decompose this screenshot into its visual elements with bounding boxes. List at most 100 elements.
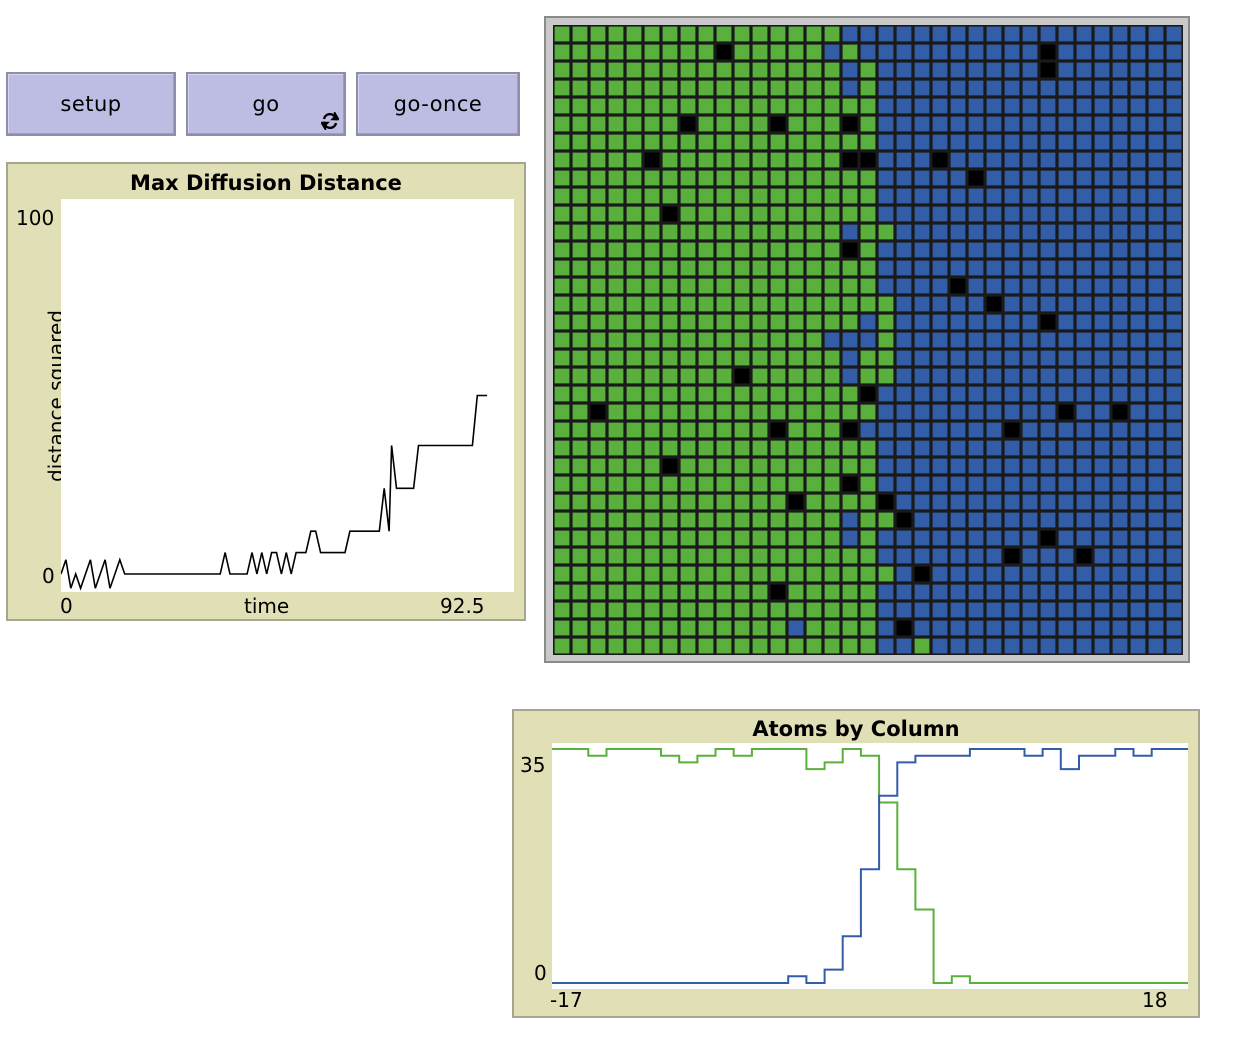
blue-atom-cell [896,350,912,366]
green-atom-cell [644,548,660,564]
green-atom-cell [806,188,822,204]
empty-cell [1040,62,1056,78]
green-atom-cell [554,638,570,654]
blue-atom-cell [1004,620,1020,636]
blue-atom-cell [1166,548,1182,564]
blue-atom-cell [1130,44,1146,60]
green-atom-cell [824,494,840,510]
go-once-button-label: go-once [393,92,483,116]
green-atom-cell [662,404,678,420]
blue-atom-cell [914,116,930,132]
green-atom-cell [842,458,858,474]
blue-atom-cell [968,26,984,42]
green-atom-cell [824,584,840,600]
green-atom-cell [680,638,696,654]
empty-cell [1040,314,1056,330]
green-atom-cell [698,206,714,222]
green-atom-cell [770,638,786,654]
blue-atom-cell [932,116,948,132]
blue-atom-cell [914,602,930,618]
green-atom-cell [680,260,696,276]
green-atom-cell [698,350,714,366]
green-atom-cell [644,242,660,258]
green-atom-cell [842,296,858,312]
green-atom-cell [626,458,642,474]
green-atom-cell [716,566,732,582]
green-atom-cell [716,296,732,312]
go-once-button[interactable]: go-once [356,72,520,136]
green-atom-cell [662,476,678,492]
green-atom-cell [716,440,732,456]
blue-atom-cell [1058,638,1074,654]
green-atom-cell [716,62,732,78]
green-atom-cell [824,314,840,330]
blue-atom-cell [1148,170,1164,186]
blue-atom-cell [1004,98,1020,114]
green-atom-cell [734,98,750,114]
green-atom-cell [626,440,642,456]
green-atom-cell [824,638,840,654]
green-atom-cell [608,62,624,78]
green-atom-cell [590,512,606,528]
blue-atom-cell [1058,386,1074,402]
green-atom-cell [608,566,624,582]
green-atom-cell [860,98,876,114]
blue-atom-cell [1058,332,1074,348]
green-atom-cell [626,278,642,294]
green-atom-cell [626,242,642,258]
blue-atom-cell [1040,584,1056,600]
green-atom-cell [608,530,624,546]
green-atom-cell [788,512,804,528]
blue-atom-cell [1004,584,1020,600]
blue-atom-cell [1022,332,1038,348]
blue-atom-cell [1166,350,1182,366]
green-atom-cell [554,98,570,114]
green-atom-cell [752,134,768,150]
setup-button[interactable]: setup [6,72,176,136]
blue-atom-cell [932,350,948,366]
blue-atom-cell [1112,494,1128,510]
green-atom-cell [644,458,660,474]
blue-atom-cell [968,278,984,294]
green-atom-cell [572,80,588,96]
green-atom-cell [644,440,660,456]
green-atom-cell [788,458,804,474]
green-atom-cell [752,566,768,582]
green-atom-cell [608,386,624,402]
green-atom-cell [626,638,642,654]
blue-atom-cell [950,476,966,492]
blue-atom-cell [1058,602,1074,618]
blue-atom-cell [1166,620,1182,636]
green-atom-cell [626,476,642,492]
blue-atom-cell [1148,98,1164,114]
empty-cell [896,620,912,636]
blue-atom-cell [1094,548,1110,564]
green-atom-cell [860,602,876,618]
green-atom-cell [680,620,696,636]
blue-atom-cell [1148,278,1164,294]
green-atom-cell [752,602,768,618]
blue-atom-cell [1112,26,1128,42]
blue-atom-cell [1058,458,1074,474]
blue-atom-cell [950,332,966,348]
green-atom-cell [806,350,822,366]
green-atom-cell [716,386,732,402]
blue-atom-cell [914,386,930,402]
green-atom-cell [734,152,750,168]
green-atom-cell [590,386,606,402]
diffusion-chart [61,394,488,591]
blue-atom-cell [968,368,984,384]
green-atom-cell [842,170,858,186]
blue-atom-cell [914,350,930,366]
green-atom-cell [752,512,768,528]
blue-atom-cell [986,638,1002,654]
blue-atom-cell [932,134,948,150]
green-atom-cell [626,386,642,402]
blue-atom-cell [1166,404,1182,420]
blue-atom-cell [1022,350,1038,366]
green-atom-cell [734,440,750,456]
blue-atom-cell [932,530,948,546]
go-button[interactable]: go [186,72,346,136]
blue-atom-cell [1112,422,1128,438]
blue-atom-cell [1148,224,1164,240]
